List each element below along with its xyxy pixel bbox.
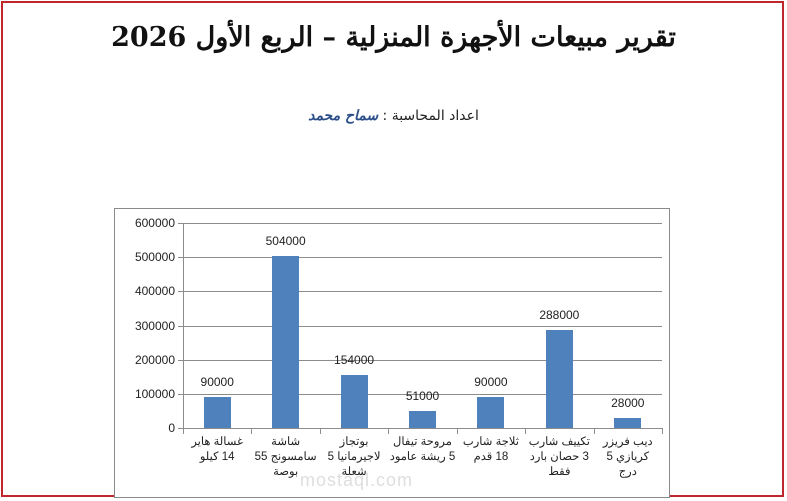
bar	[340, 375, 368, 428]
x-category-label-line: ثلاجة شارب	[462, 436, 519, 448]
gridline	[183, 325, 662, 327]
x-category-label: ثلاجة شارب 18 قدم	[457, 435, 525, 465]
y-tick-label: 600000	[134, 216, 175, 230]
x-category-label-line: بوصة	[273, 466, 299, 478]
x-category-label-line: شاشة	[271, 436, 301, 448]
y-tick	[178, 428, 183, 429]
x-category-label: شاشة سامسونج 55 بوصة	[252, 435, 320, 480]
bar-data-label: 504000	[265, 233, 306, 248]
gridline	[183, 359, 662, 361]
y-tick	[178, 393, 183, 395]
x-tick	[456, 428, 458, 434]
x-tick	[183, 428, 184, 434]
watermark: mostaql.com	[300, 470, 414, 490]
gridline	[183, 257, 662, 259]
gridline	[183, 223, 662, 224]
x-category-label-line: فقط	[548, 466, 571, 478]
x-tick	[319, 428, 321, 434]
x-category-label: تكييف شارب 3 حصان بارد فقط	[525, 435, 593, 480]
bar-data-label: 288000	[539, 307, 580, 322]
gridline	[183, 291, 662, 293]
y-tick	[178, 257, 183, 259]
accountant-name: سماح محمد	[308, 108, 379, 124]
x-tick	[662, 428, 663, 434]
x-category-label-line: كريازي 5	[606, 451, 650, 463]
y-tick-label: 0	[168, 421, 175, 435]
gridline	[183, 393, 662, 395]
x-category-label: غسالة هاير 14 كيلو	[183, 435, 251, 465]
x-category-label-line: تكييف شارب	[528, 436, 590, 448]
x-tick	[525, 428, 527, 434]
x-category-label-line: غسالة هاير	[191, 436, 244, 448]
bar	[477, 397, 505, 428]
bar-data-label: 90000	[474, 375, 508, 390]
y-tick-label: 100000	[134, 386, 175, 401]
chart-plot-area: 0 100000 200000 300000 400000 500000 600000 900…	[135, 216, 663, 478]
bar	[272, 255, 300, 428]
y-tick-label: 300000	[134, 318, 175, 333]
y-tick	[178, 223, 183, 224]
prepared-by: اعداد المحاسبة : سماح محمد	[0, 108, 787, 124]
x-category-label: بوتجاز لاجيرمانيا 5 شعلة	[320, 435, 388, 480]
bar	[545, 329, 573, 428]
x-category-label-line: 14 كيلو	[199, 451, 235, 463]
bar	[614, 418, 642, 428]
gridline	[183, 428, 662, 429]
x-category-label: ديب فريزر كريازي 5 درج	[594, 435, 662, 480]
y-tick-label: 400000	[134, 284, 175, 299]
x-category-label-line: 3 حصان بارد	[529, 451, 589, 463]
y-tick-label: 200000	[134, 352, 175, 367]
y-tick	[178, 325, 183, 327]
x-tick	[251, 428, 253, 434]
x-category-label-line: درج	[618, 466, 637, 478]
x-category-label-line: شعلة	[341, 466, 367, 478]
x-category-label-line: ديب فريزر	[602, 436, 653, 448]
y-tick-label: 500000	[134, 250, 175, 265]
bar-data-label: 51000	[405, 388, 440, 403]
x-category-label-line: 5 ريشة عامود	[389, 451, 456, 463]
y-tick	[178, 291, 183, 293]
y-tick	[178, 359, 183, 361]
prepared-by-label: اعداد المحاسبة :	[382, 108, 479, 124]
x-category-label-line: بوتجاز	[339, 436, 369, 448]
page-title: تقرير مبيعات الأجهزة المنزلية – الربع ال…	[111, 22, 676, 53]
x-category-label-line: سامسونج 55	[254, 451, 317, 463]
x-category-label: مروحة تيفال 5 ريشة عامود	[389, 435, 457, 465]
x-tick	[388, 428, 390, 434]
chart-frame	[114, 208, 670, 498]
bar-data-label: 28000	[611, 396, 645, 411]
x-category-label-line: مروحة تيفال	[393, 436, 452, 448]
bar-data-label: 154000	[334, 353, 375, 368]
bar-data-label: 90000	[200, 375, 234, 390]
bar	[409, 410, 436, 428]
x-tick	[593, 428, 595, 434]
x-category-label-line: لاجيرمانيا 5	[327, 451, 381, 463]
x-category-label-line: 18 قدم	[473, 451, 509, 463]
bar	[203, 397, 231, 428]
